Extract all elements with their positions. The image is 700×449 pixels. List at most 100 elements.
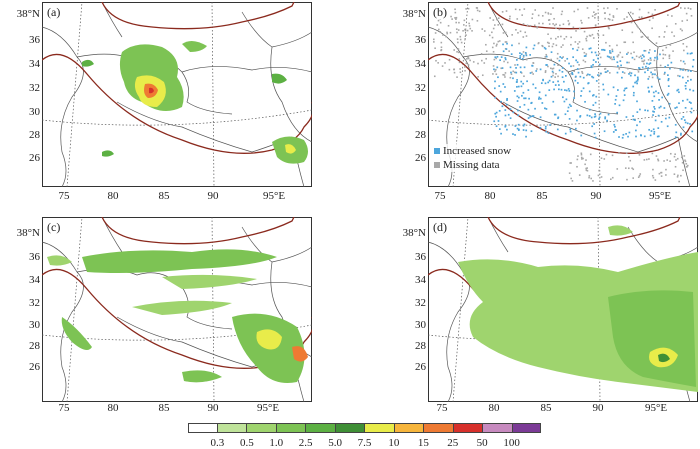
increased-snow-dot [635,135,637,138]
increased-snow-dot [566,57,569,60]
increased-snow-dot [561,76,564,79]
missing-data-dot [440,41,443,44]
missing-data-dot [436,24,439,26]
missing-data-dot [674,165,677,168]
missing-data-dot [552,23,554,25]
lat-label: 30 [415,319,426,331]
increased-snow-dot [647,67,650,69]
missing-data-dot [495,68,497,71]
missing-data-dot [633,58,636,61]
increased-snow-dot [689,52,692,55]
missing-data-dot [493,42,495,45]
colorbar-cell [511,423,541,433]
missing-data-dot [586,169,589,172]
missing-data-dot [682,43,685,45]
increased-snow-dot [514,125,517,127]
missing-data-dot [645,158,648,161]
increased-snow-dot [691,130,694,133]
missing-data-dot [580,156,583,159]
increased-snow-dot [575,75,577,78]
increased-snow-dot [493,87,496,90]
increased-snow-dot [582,76,585,79]
increased-snow-dot [513,90,516,92]
increased-snow-dot [666,125,669,128]
lat-label: 26 [415,361,426,373]
missing-data-dot [632,177,635,179]
increased-snow-dot [606,119,608,122]
missing-data-dot [647,36,649,39]
increased-snow-dot [674,107,677,109]
increased-snow-dot [632,94,635,97]
increased-snow-dot [504,109,507,111]
increased-snow-dot [613,58,615,61]
precip-area [82,59,94,67]
missing-data-dot [684,159,686,162]
lon-axis-c: 75 80 85 90 95°E [0,402,330,416]
increased-snow-dot [550,51,553,54]
missing-data-dot [447,24,450,27]
increased-snow-dot [630,72,633,75]
increased-snow-dot [497,120,500,122]
increased-snow-dot [645,65,647,68]
increased-snow-dot [636,82,638,85]
precip-area [658,353,670,363]
missing-data-dot [610,56,612,59]
increased-snow-dot [516,95,519,98]
panel-label-d: (d) [432,220,448,234]
increased-snow-dot [558,59,561,62]
missing-data-dot [552,71,555,74]
increased-snow-dot [643,135,646,138]
increased-snow-dot [656,58,659,60]
increased-snow-dot [654,119,657,122]
increased-snow-swatch [434,148,440,154]
increased-snow-dot [614,125,616,128]
missing-data-dot [538,22,540,25]
precip-area [132,300,232,315]
missing-data-dot [605,71,608,73]
missing-data-dot [640,16,643,18]
missing-data-dot [580,153,583,156]
missing-data-dot [497,40,500,43]
graticule-line [211,2,215,187]
increased-snow-dot [543,46,546,49]
missing-data-dot [594,24,597,27]
increased-snow-dot [636,124,638,127]
increased-snow-dot [573,97,576,99]
increased-snow-dot [501,67,504,69]
increased-snow-dot [523,97,525,100]
increased-snow-dot [657,92,660,94]
country-border [677,136,691,187]
missing-data-dot [585,169,588,172]
increased-snow-dot [667,85,670,87]
missing-data-dot [464,29,467,32]
precip-area [162,274,257,289]
legend-b: Increased snow Missing data [434,144,512,172]
missing-data-dot [495,57,498,60]
increased-snow-dot [538,96,541,99]
colorbar-cell [452,423,482,433]
missing-data-dot [449,31,452,34]
missing-data-dot [534,9,537,11]
increased-snow-dot [568,103,571,106]
increased-snow-dot [689,123,691,125]
graticule-line [66,217,83,402]
missing-data-dot [665,46,668,49]
increased-snow-dot [657,114,660,117]
increased-snow-dot [632,115,634,117]
increased-snow-dot [616,61,619,64]
missing-data-dot [585,37,587,40]
increased-snow-dot [580,90,583,92]
increased-snow-dot [594,101,597,104]
missing-data-dot [574,41,577,43]
missing-data-dot [570,177,572,180]
increased-snow-dot [676,89,679,92]
colorbar-cell [188,423,217,433]
increased-snow-dot [678,102,680,105]
missing-data-dot [514,71,516,74]
colorbar-label: 5.0 [328,437,342,449]
missing-data-dot [485,57,487,60]
missing-data-dot [652,176,655,179]
missing-data-dot [680,174,682,177]
precip-area [182,370,222,383]
missing-data-dot [512,70,515,73]
